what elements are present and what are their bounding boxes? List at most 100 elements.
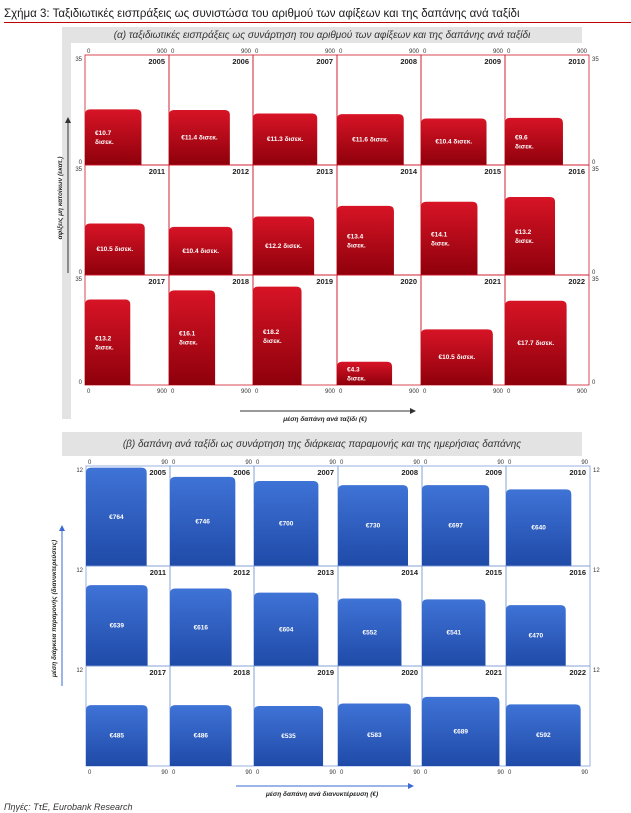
data-label: €700 [279,521,294,528]
bar-2017 [85,299,131,385]
data-label: €12.2 δισεκ. [265,243,302,250]
panel-2018: 2018 €486 [169,665,255,767]
y-axis-label: αφίξεις μη κατοίκων (εκατ.) [57,157,64,240]
y-tick: 12 [593,568,600,574]
bar-2007 [253,113,318,165]
bar-2008 [338,485,408,566]
x-tick: 90 [161,460,168,466]
bar-2014 [338,598,402,666]
panel-2009: 2009 €10.4 δισεκ. [420,54,506,166]
x-tick: 0 [423,389,427,395]
year-label: 2009 [485,468,502,477]
chart-a: 2005 €10.7 δισεκ. 2006 €11.4 δισεκ. 2007 €11.3… [57,49,599,423]
panel-2017: 2017 €13.2 δισεκ. [84,274,170,386]
bar-2010 [505,117,563,165]
x-tick: 90 [413,770,420,776]
bar-2015 [421,201,478,275]
x-tick: 900 [409,49,420,55]
year-label: 2021 [484,277,501,286]
panel-2008: 2008 €11.6 δισεκ. [336,54,422,166]
source-note: Πηγές: ΤτΕ, Eurobank Research [4,802,133,812]
x-tick: 0 [340,460,344,466]
x-tick: 90 [497,770,504,776]
data-label: €10.4 δισεκ. [435,139,472,146]
x-tick: 0 [256,770,260,776]
x-tick: 900 [409,389,420,395]
bar-2006 [169,110,230,165]
bar-2007 [254,481,319,566]
bar-2008 [337,114,404,165]
bar-2012 [169,226,233,275]
x-tick: 900 [157,389,168,395]
year-label: 2020 [401,668,418,677]
y-tick: 0 [79,270,83,276]
y-tick: 35 [75,167,82,173]
y-tick: 35 [75,57,82,63]
bar-2021 [422,696,500,766]
x-tick: 900 [325,389,336,395]
year-label: 2009 [484,57,501,66]
x-tick: 900 [493,389,504,395]
x-axis-arrowhead [410,408,416,414]
x-tick: 0 [88,460,92,466]
data-label: €10.4 δισεκ. [182,248,219,255]
x-tick: 0 [87,49,91,55]
y-axis-label: μέση διάρκεια παραμονής (διανυκτερεύσεις… [51,540,58,678]
y-tick: 0 [592,160,596,166]
x-tick: 90 [581,460,588,466]
year-label: 2013 [317,568,334,577]
panel-2009: 2009 €697 [421,465,507,567]
panel-2008: 2008 €730 [337,465,423,567]
data-label: €13.2 [95,335,112,342]
data-label: €535 [281,733,296,740]
panel-2014: 2014 €552 [337,565,423,667]
chart-a-title: (α) ταξιδιωτικές εισπράξεις ως συνάρτηση… [62,27,582,43]
panel-2012: 2012 €10.4 δισεκ. [168,164,254,276]
x-tick: 900 [157,49,168,55]
x-tick: 900 [493,49,504,55]
panel-2022: 2022 €592 [505,665,591,767]
bar-2005 [85,109,142,165]
panel-2010: 2010 €9.6 δισεκ. [504,54,590,166]
bar-2018 [169,290,216,385]
x-tick: 0 [171,389,175,395]
year-label: 2015 [484,167,501,176]
year-label: 2005 [148,57,165,66]
x-tick: 0 [172,460,176,466]
bar-2014 [337,205,394,275]
panel-2007: 2007 €700 [253,465,339,567]
year-label: 2006 [232,57,249,66]
data-label: €485 [110,733,125,740]
panel-2005: 2005 €764 [85,465,171,567]
panel-2010: 2010 €640 [505,465,591,567]
data-label: δισεκ. [515,143,534,150]
y-tick: 12 [76,568,83,574]
bar-2021 [421,329,493,385]
x-tick: 900 [241,49,252,55]
year-label: 2019 [317,668,334,677]
panel-2014: 2014 €13.4 δισεκ. [336,164,422,276]
year-label: 2008 [400,57,417,66]
year-label: 2018 [233,668,250,677]
panel-2007: 2007 €11.3 δισεκ. [252,54,338,166]
year-label: 2021 [485,668,502,677]
year-label: 2011 [150,568,166,577]
panel-2020: 2020 €4.3 δισεκ. [336,274,422,386]
panel-2022: 2022 €17.7 δισεκ. [504,274,590,386]
bar-2009 [422,485,490,566]
panel-2017: 2017 €485 [85,665,171,767]
y-tick: 0 [592,270,596,276]
panel-2015: 2015 €14.1 δισεκ. [420,164,506,276]
panel-2012: 2012 €616 [169,565,255,667]
year-label: 2010 [568,57,585,66]
data-label: δισεκ. [263,338,282,345]
year-label: 2006 [233,468,250,477]
data-label: €18.2 [263,329,280,336]
y-tick: 12 [593,668,600,674]
bar-2015 [422,599,486,666]
x-tick: 0 [508,460,512,466]
year-label: 2005 [149,468,166,477]
data-label: δισεκ. [179,340,198,347]
panel-2005: 2005 €10.7 δισεκ. [84,54,170,166]
data-label: δισεκ. [515,238,534,245]
